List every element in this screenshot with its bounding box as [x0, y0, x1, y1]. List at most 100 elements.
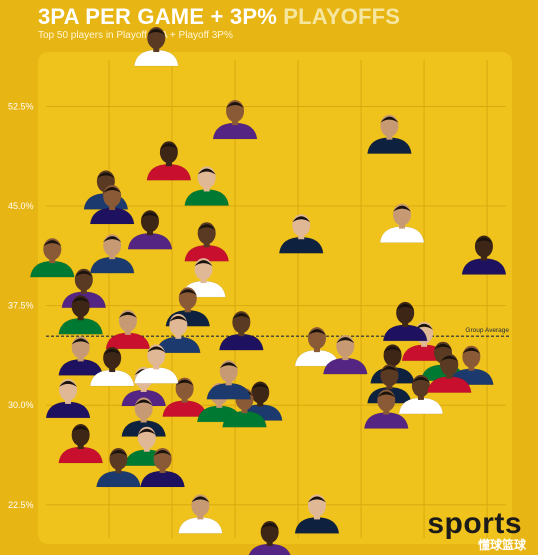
player-jersey [146, 163, 192, 181]
player-hair [336, 337, 355, 344]
player-hair [260, 522, 279, 529]
player-jersey [367, 137, 412, 154]
chart-title: 3PA PER GAME + 3P% PLAYOFFS [38, 4, 400, 30]
player-jersey [212, 122, 258, 140]
player-hair [134, 399, 153, 406]
player-hair [103, 236, 122, 243]
player-hair [232, 313, 251, 320]
player-headshot [398, 374, 444, 415]
player-hair [396, 303, 415, 310]
player-hair [169, 315, 188, 322]
player-headshot [96, 447, 141, 488]
player-jersey [133, 49, 179, 67]
player-hair [96, 172, 115, 179]
player-headshot [382, 301, 428, 342]
player-jersey [105, 332, 151, 350]
player-jersey [278, 236, 324, 254]
player-headshot [89, 347, 135, 387]
player-hair [380, 366, 399, 373]
player-hair [440, 355, 459, 362]
player-hair [71, 426, 90, 433]
player-headshot [294, 494, 340, 534]
player-hair [411, 376, 430, 383]
player-hair [59, 380, 78, 387]
player-hair [292, 216, 311, 223]
player-hair [147, 29, 166, 36]
player-hair [462, 347, 481, 354]
player-jersey [58, 359, 103, 376]
chart-title-accent: PLAYOFFS [283, 4, 401, 29]
y-tick-label: 52.5% [8, 101, 34, 111]
player-jersey [30, 260, 75, 278]
player-headshot [206, 360, 252, 400]
player-hair [219, 362, 238, 369]
player-headshot [323, 335, 368, 375]
player-jersey [89, 207, 135, 225]
player-neck [109, 253, 116, 260]
player-headshot [363, 389, 409, 429]
y-tick-label: 30.0% [8, 400, 34, 410]
player-hair [380, 116, 399, 123]
player-headshot [379, 203, 425, 243]
player-jersey [294, 517, 340, 534]
player-headshot [367, 114, 412, 154]
player-jersey [184, 189, 229, 206]
player-jersey [379, 226, 425, 243]
group-average-label: Group Average [465, 327, 509, 334]
player-hair [251, 383, 270, 390]
player-hair [43, 240, 62, 247]
player-headshot [127, 210, 173, 250]
player-headshot [294, 327, 340, 367]
player-jersey [58, 317, 103, 335]
player-headshot [89, 234, 135, 274]
player-hair [383, 346, 402, 353]
player-jersey [178, 517, 223, 534]
player-hair [191, 496, 210, 503]
player-hair [197, 168, 216, 175]
player-hair [71, 338, 90, 345]
player-headshot [212, 100, 258, 140]
player-hair [74, 270, 93, 277]
player-headshot [461, 235, 507, 275]
watermark-sports-logo: sports [427, 507, 522, 540]
player-headshot [140, 447, 185, 488]
player-headshot [184, 222, 229, 262]
player-hair [175, 379, 194, 386]
player-hair [153, 449, 172, 456]
player-hair [307, 496, 326, 503]
y-tick-label: 45.0% [8, 201, 34, 211]
player-headshot [427, 353, 472, 393]
player-hair [103, 349, 122, 356]
player-headshot [105, 309, 151, 350]
player-neck [197, 513, 204, 520]
player-headshot [146, 141, 192, 181]
player-headshot [184, 166, 229, 206]
player-hair [103, 187, 122, 194]
player-hair [194, 260, 213, 267]
player-headshot [45, 378, 91, 419]
player-jersey [140, 470, 185, 488]
watermark-caption: 懂球篮球 [477, 538, 526, 552]
player-hair [137, 428, 156, 435]
player-hair [159, 143, 178, 150]
player-headshot [156, 313, 201, 354]
player-jersey [89, 256, 135, 274]
player-headshot [248, 520, 291, 555]
player-jersey [96, 470, 141, 488]
player-hair [377, 391, 396, 398]
player-hair [71, 297, 90, 304]
y-tick-label: 37.5% [8, 301, 34, 311]
player-neck [386, 133, 393, 140]
player-headshot [133, 27, 179, 67]
chart-title-main: 3PA PER GAME + 3P% [38, 4, 277, 29]
player-hair [474, 237, 493, 244]
player-headshot [30, 238, 75, 278]
player-hair [147, 346, 166, 353]
y-tick-label: 22.5% [8, 500, 34, 510]
player-jersey [127, 233, 173, 250]
player-hair [178, 289, 197, 296]
player-headshot [178, 494, 223, 534]
player-headshot [58, 295, 103, 335]
player-headshot [162, 377, 207, 417]
